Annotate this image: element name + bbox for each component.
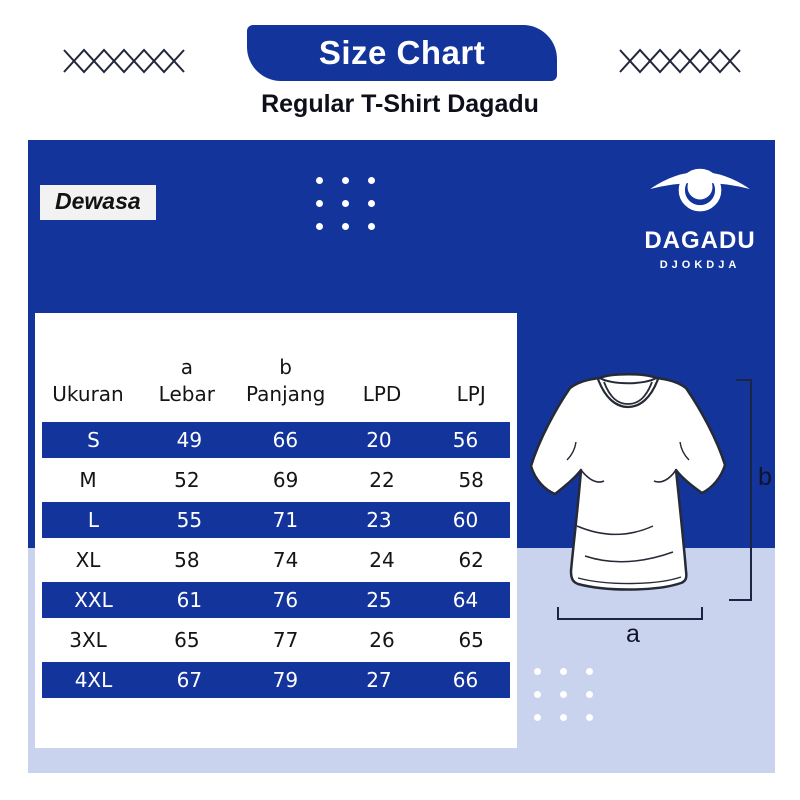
header-cell-length: b Panjang [233, 357, 339, 404]
table-cell-lpj: 58 [458, 468, 484, 492]
size-table-card: Ukuran a Lebar b Panjang LPD LPJ S 49 66 20… [35, 313, 517, 748]
category-badge: Dewasa [40, 185, 156, 220]
page-subtitle: Regular T-Shirt Dagadu [261, 90, 539, 118]
table-cell-lebar: 55 [176, 508, 203, 532]
table-cell-panjang: 71 [272, 508, 299, 532]
header-cell-width: a Lebar [141, 357, 233, 404]
table-cell-lpj: 66 [452, 668, 479, 692]
table-cell-lebar: 67 [176, 668, 203, 692]
dots-grid-icon [534, 668, 593, 721]
table-row: L 55 71 23 60 [42, 502, 510, 538]
page-title: Size Chart [318, 34, 486, 71]
header-label: Panjang [245, 382, 326, 406]
height-measure-bracket [729, 379, 752, 601]
table-cell-size: L [87, 508, 100, 532]
table-cell-panjang: 74 [272, 548, 299, 572]
header-cell-lpd: LPD [339, 384, 426, 404]
category-label: Dewasa [55, 188, 141, 214]
table-cell-lpd: 22 [369, 468, 395, 492]
header-label: Lebar [158, 382, 215, 406]
size-chart-panel: Dewasa DAGADU DJOKDJA Ukuran a Lebar b P… [28, 140, 775, 773]
table-cell-panjang: 69 [272, 468, 299, 492]
table-cell-lpj: 65 [458, 628, 484, 652]
width-dimension-label: a [626, 620, 640, 648]
table-cell-size: M [79, 468, 97, 492]
table-cell-lpd: 20 [366, 428, 392, 452]
header-label: LPD [362, 382, 402, 406]
table-cell-size: XL [75, 548, 101, 572]
width-measure-bracket [557, 607, 703, 620]
table-cell-lebar: 61 [176, 588, 203, 612]
table-cell-size: S [87, 428, 100, 452]
header-cell-size: Ukuran [35, 384, 141, 404]
table-cell-lpj: 56 [452, 428, 479, 452]
size-table-rows: S 49 66 20 56 M 52 69 22 58 L 55 71 23 60 XL 58 74 24 62 XXL… [35, 420, 517, 700]
table-cell-panjang: 77 [272, 628, 299, 652]
size-table-header: Ukuran a Lebar b Panjang LPD LPJ [35, 313, 517, 420]
table-cell-lebar: 58 [174, 548, 200, 572]
header-label: Ukuran [52, 382, 124, 406]
header-letter: b [279, 355, 292, 379]
header-label: LPJ [456, 382, 486, 406]
table-cell-lebar: 49 [176, 428, 203, 452]
brand-subname: DJOKDJA [659, 259, 741, 271]
table-cell-lpj: 60 [452, 508, 479, 532]
table-cell-lpd: 24 [369, 548, 395, 572]
table-cell-lpj: 62 [458, 548, 484, 572]
tshirt-illustration [529, 373, 727, 591]
zigzag-decoration-icon [63, 48, 185, 74]
dots-grid-icon [316, 177, 375, 230]
table-row: 3XL 65 77 26 65 [35, 620, 517, 660]
table-cell-size: 3XL [69, 628, 107, 652]
title-banner: Size Chart [247, 25, 557, 81]
table-cell-size: XXL [74, 588, 113, 612]
brand-name: DAGADU [644, 227, 756, 254]
table-row: M 52 69 22 58 [35, 460, 517, 500]
table-cell-panjang: 66 [272, 428, 299, 452]
table-row: S 49 66 20 56 [42, 422, 510, 458]
brand-logo: DAGADU DJOKDJA [638, 162, 762, 271]
table-cell-lpd: 26 [369, 628, 395, 652]
zigzag-decoration-icon [619, 48, 741, 74]
table-cell-lpd: 25 [366, 588, 392, 612]
table-cell-panjang: 76 [272, 588, 299, 612]
header-letter: a [180, 355, 193, 379]
brand-eye-icon [650, 168, 750, 212]
table-cell-lpj: 64 [452, 588, 479, 612]
header-cell-lpj: LPJ [425, 384, 517, 404]
table-cell-lpd: 23 [366, 508, 392, 532]
table-row: XL 58 74 24 62 [35, 540, 517, 580]
table-cell-lebar: 52 [174, 468, 200, 492]
table-cell-size: 4XL [74, 668, 113, 692]
table-row: 4XL 67 79 27 66 [42, 662, 510, 698]
height-dimension-label: b [758, 463, 772, 491]
table-cell-lebar: 65 [174, 628, 200, 652]
table-row: XXL 61 76 25 64 [42, 582, 510, 618]
table-cell-lpd: 27 [366, 668, 392, 692]
table-cell-panjang: 79 [272, 668, 299, 692]
